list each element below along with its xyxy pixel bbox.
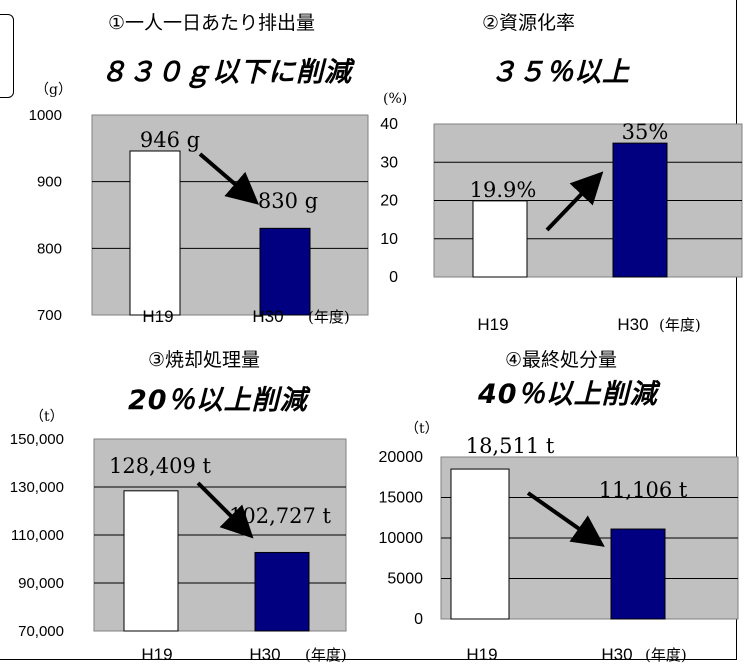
x-axis-unit-label: (年度) [659,316,701,334]
y-tick-label: 70,000 [18,623,64,640]
y-tick-label: 700 [37,307,62,324]
data-label: 35% [622,120,669,144]
trend-arrow [198,152,260,205]
data-label: 18,511 t [466,434,555,458]
unit-label: （t） [30,409,64,425]
bar-h30 [259,227,311,316]
unit-label: （t） [405,421,439,437]
x-tick-label: H19 [477,315,508,334]
bar-chart-2: 40 30 20 10 0 (%) 19.9% 35% H19 H30 (年度) [380,91,743,334]
bar-h19 [129,150,181,316]
x-tick-label: H30 [601,645,632,664]
y-tick-label: 10000 [379,530,424,547]
y-tick-label: 10 [380,231,398,248]
y-tick-label: 20 [380,193,398,210]
y-tick-label: 90,000 [18,575,64,592]
decorative-frame [0,14,14,98]
y-tick-label: 130,000 [10,479,64,496]
y-tick-label: 110,000 [11,527,64,544]
bar-chart-3: 150,000 130,000 110,000 90,000 70,000 （t） 128,… [10,409,347,664]
x-tick-label: H30 [617,315,648,334]
border-line [736,0,737,660]
data-label: 128,409 t [109,454,212,478]
y-tick-label: 900 [37,174,62,191]
bar-h19 [472,200,528,278]
trend-arrow [545,171,604,232]
bar-chart-1: 1000 900 800 700 （g） 946 g 830 g H19 H30 (年度) [29,82,369,326]
bar-h30 [254,551,310,632]
unit-label: （g） [35,82,72,98]
data-label: 830 g [258,189,318,213]
bar-h19 [450,468,510,620]
y-tick-label: 1000 [29,107,62,124]
unit-label: (%) [383,91,407,107]
x-tick-label: H30 [252,307,283,326]
x-tick-label: H19 [142,307,173,326]
x-tick-label: H30 [249,645,280,664]
trend-arrow [196,481,254,539]
chart-target: 40％以上削減 [478,379,658,410]
x-tick-label: H19 [141,645,172,664]
trend-arrow [526,491,605,547]
bar-h19 [123,490,179,632]
x-tick-label: H19 [466,645,497,664]
chart-heading: ③焼却処理量 [148,349,261,371]
border-line [0,659,736,660]
bar-h30 [612,142,668,278]
chart-target: ３５％以上 [490,57,630,88]
y-tick-label: 800 [37,240,62,257]
data-label: 19.9% [470,178,537,202]
x-axis-unit-label: (年度) [645,646,687,664]
data-label: 11,106 t [599,478,688,502]
y-tick-label: 5000 [387,571,423,588]
chart-heading: ②資源化率 [482,12,576,34]
chart-target: 20％以上削減 [128,385,308,416]
x-axis-unit-label: (年度) [305,646,347,664]
chart-heading: ④最終処分量 [505,349,618,371]
x-axis-unit-label: (年度) [308,308,350,326]
data-label: 946 g [140,128,200,152]
y-tick-label: 20000 [379,449,424,466]
bar-chart-4: 20000 15000 10000 5000 0 （t） 18,511 t 11,106 t H… [379,421,739,664]
y-tick-label: 0 [414,611,423,628]
chart-heading: ①一人一日あたり排出量 [108,12,316,34]
y-tick-label: 150,000 [10,431,64,448]
bar-h30 [610,528,666,620]
chart-target: ８３０ｇ以下に削減 [100,57,352,88]
y-tick-label: 15000 [379,490,424,507]
y-tick-label: 30 [380,154,398,171]
y-tick-label: 40 [380,116,398,133]
data-label: 102,727 t [229,504,332,528]
y-tick-label: 0 [389,269,398,286]
